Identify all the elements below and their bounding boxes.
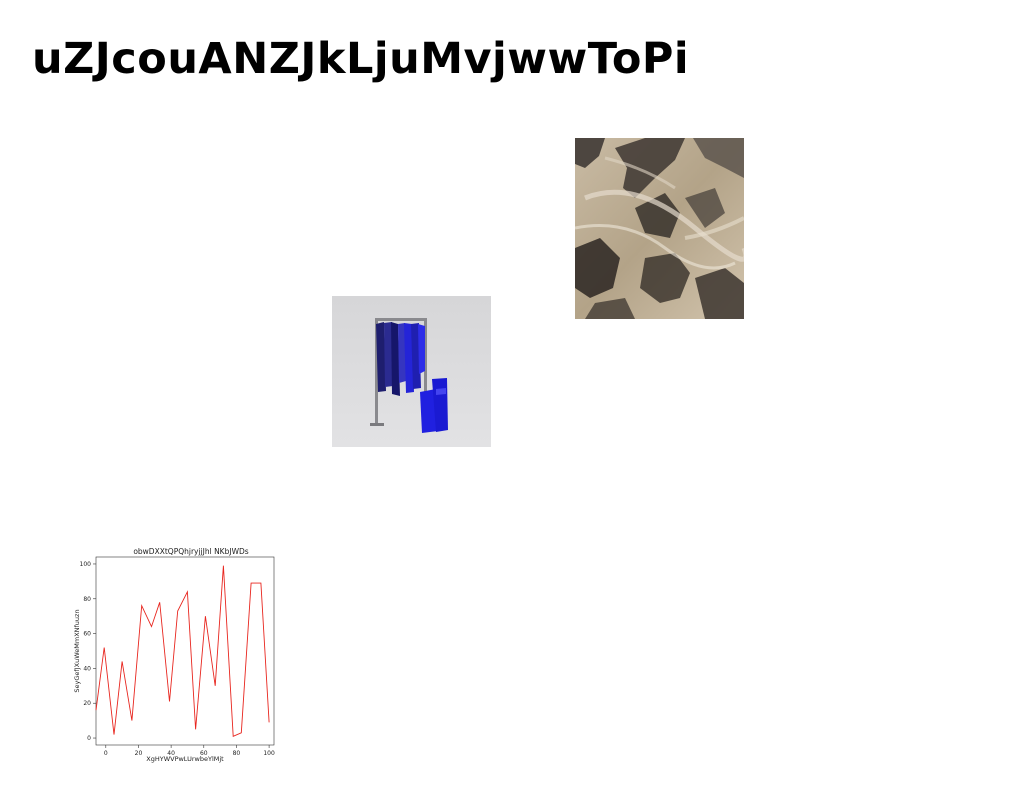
- page-title: uZJcouANZJkLjuMvjwwToPi: [32, 34, 690, 84]
- x-tick-label: 100: [263, 750, 275, 757]
- x-tick-label: 60: [200, 750, 208, 757]
- y-tick-label: 0: [87, 735, 91, 742]
- y-tick-label: 100: [80, 561, 92, 568]
- y-tick-label: 40: [83, 665, 91, 672]
- chart-title: obwDXXtQPQhjryjjJhl NKbJWDs: [133, 547, 248, 556]
- plot-frame: [95, 556, 275, 746]
- x-tick-label: 20: [135, 750, 143, 757]
- line-chart: obwDXXtQPQhjryjjJhl NKbJWDs 0 20 40 60 80 100…: [70, 542, 285, 767]
- y-tick-label: 80: [83, 596, 91, 603]
- chart-xlabel: XgHYWVPwLUrwbeYlMjt: [146, 755, 224, 763]
- x-tick-label: 40: [167, 750, 175, 757]
- y-tick-label: 20: [83, 700, 91, 707]
- chart-ylabel: SeyGefJXuWeMmXNfuuzn: [73, 609, 81, 692]
- mountain-image: [575, 138, 744, 319]
- x-tick-label: 0: [104, 750, 108, 757]
- clothing-rack-image: [332, 296, 491, 447]
- x-tick-label: 80: [233, 750, 241, 757]
- y-tick-label: 60: [83, 631, 91, 638]
- chart-series-line: [95, 565, 270, 737]
